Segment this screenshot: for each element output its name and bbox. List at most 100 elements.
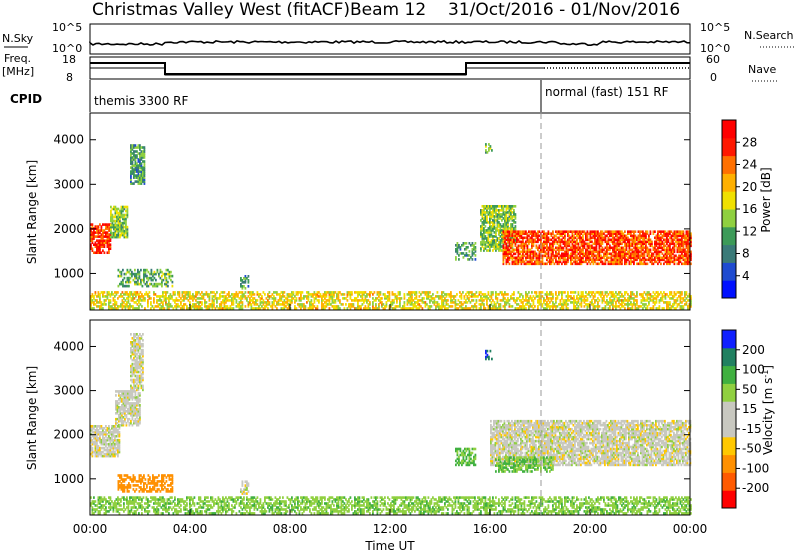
heatmap-cell	[109, 243, 112, 247]
heatmap-cell	[282, 295, 284, 298]
heatmap-cell	[273, 301, 275, 304]
colorbar-tick-label: 8	[742, 247, 750, 261]
heatmap-cell	[120, 227, 123, 231]
heatmap-cell	[120, 229, 123, 233]
heatmap-cell	[135, 282, 138, 286]
cpid-segment-themis: themis 3300 RF	[94, 94, 188, 108]
heatmap-cell	[223, 299, 226, 302]
heatmap-cell	[225, 305, 227, 308]
heatmap-cell	[531, 291, 533, 294]
heatmap-cell	[256, 299, 259, 302]
heatmap-cell	[586, 297, 589, 300]
heatmap-cell	[298, 291, 301, 294]
heatmap-cell	[108, 247, 110, 251]
heatmap-cell	[238, 301, 241, 304]
heatmap-cell	[129, 276, 132, 280]
heatmap-cell	[150, 307, 152, 310]
heatmap-cell	[300, 291, 302, 294]
heatmap-cell	[385, 305, 388, 308]
heatmap-cell	[280, 303, 283, 306]
heatmap-cell	[331, 299, 334, 302]
heatmap-cell	[360, 307, 362, 310]
heatmap-cell	[543, 297, 545, 300]
heatmap-cell	[132, 305, 134, 308]
heatmap-cell	[402, 305, 404, 308]
heatmap-cell	[327, 291, 329, 294]
heatmap-cell	[140, 182, 143, 185]
heatmap-cell	[439, 295, 442, 298]
heatmap-cell	[324, 305, 326, 308]
heatmap-cell	[143, 178, 146, 181]
heatmap-cell	[124, 293, 127, 296]
heatmap-cell	[199, 305, 202, 308]
heatmap-cell	[492, 291, 494, 294]
heatmap-cell	[616, 293, 619, 296]
heatmap-cell	[119, 225, 121, 229]
heatmap-cell	[433, 303, 436, 306]
heatmap-cell	[318, 301, 320, 304]
heatmap-cell	[301, 297, 304, 300]
heatmap-cell	[238, 303, 241, 306]
heatmap-cell	[113, 205, 115, 209]
heatmap-cell	[178, 299, 181, 302]
heatmap-cell	[91, 293, 94, 296]
heatmap-cell	[96, 245, 98, 249]
heatmap-cell	[138, 293, 140, 296]
heatmap-cell	[154, 305, 157, 308]
heatmap-cell	[134, 274, 136, 278]
heatmap-cell	[139, 156, 141, 159]
heatmap-cell	[196, 297, 199, 300]
heatmap-cell	[159, 297, 161, 300]
heatmap-cell	[441, 295, 443, 298]
heatmap-cell	[406, 301, 409, 304]
heatmap-cell	[235, 291, 238, 294]
heatmap-cell	[471, 299, 473, 302]
heatmap-cell	[90, 229, 92, 232]
heatmap-cell	[525, 307, 527, 310]
heatmap-cell	[421, 297, 424, 300]
heatmap-cell	[591, 293, 593, 296]
heatmap-cell	[156, 305, 158, 308]
heatmap-cell	[97, 245, 100, 249]
heatmap-cell	[140, 282, 142, 286]
heatmap-cell	[152, 284, 154, 288]
heatmap-cell	[346, 295, 349, 298]
heatmap-cell	[630, 291, 632, 294]
heatmap-cell	[97, 227, 100, 230]
heatmap-cell	[546, 293, 548, 296]
heatmap-cell	[474, 254, 477, 257]
heatmap-cell	[137, 276, 139, 280]
heatmap-cell	[99, 241, 101, 245]
heatmap-cell	[502, 299, 505, 302]
heatmap-cell	[630, 307, 632, 310]
heatmap-cell	[108, 225, 110, 228]
heatmap-cell	[181, 307, 184, 310]
heatmap-cell	[406, 303, 409, 306]
heatmap-cell	[102, 223, 104, 226]
heatmap-cell	[241, 297, 244, 300]
heatmap-cell	[108, 291, 110, 294]
heatmap-cell	[393, 301, 395, 304]
heatmap-cell	[143, 172, 146, 175]
heatmap-cell	[439, 305, 442, 308]
heatmap-cell	[169, 297, 172, 300]
heatmap-cell	[519, 295, 521, 298]
heatmap-cell	[495, 307, 497, 310]
heatmap-cell	[502, 295, 505, 298]
heatmap-cell	[120, 272, 123, 276]
heatmap-cell	[246, 299, 248, 302]
heatmap-cell	[90, 303, 92, 306]
heatmap-cell	[165, 268, 168, 272]
heatmap-cell	[94, 251, 97, 255]
heatmap-cell	[121, 305, 124, 308]
heatmap-cell	[187, 293, 190, 296]
heatmap-cell	[414, 301, 416, 304]
heatmap-cell	[457, 307, 460, 310]
heatmap-cell	[108, 229, 110, 232]
heatmap-cell	[277, 301, 280, 304]
heatmap-cell	[119, 227, 121, 231]
heatmap-cell	[127, 305, 130, 308]
heatmap-cell	[123, 225, 126, 229]
heatmap-cell	[196, 291, 199, 294]
heatmap-cell	[588, 305, 590, 308]
